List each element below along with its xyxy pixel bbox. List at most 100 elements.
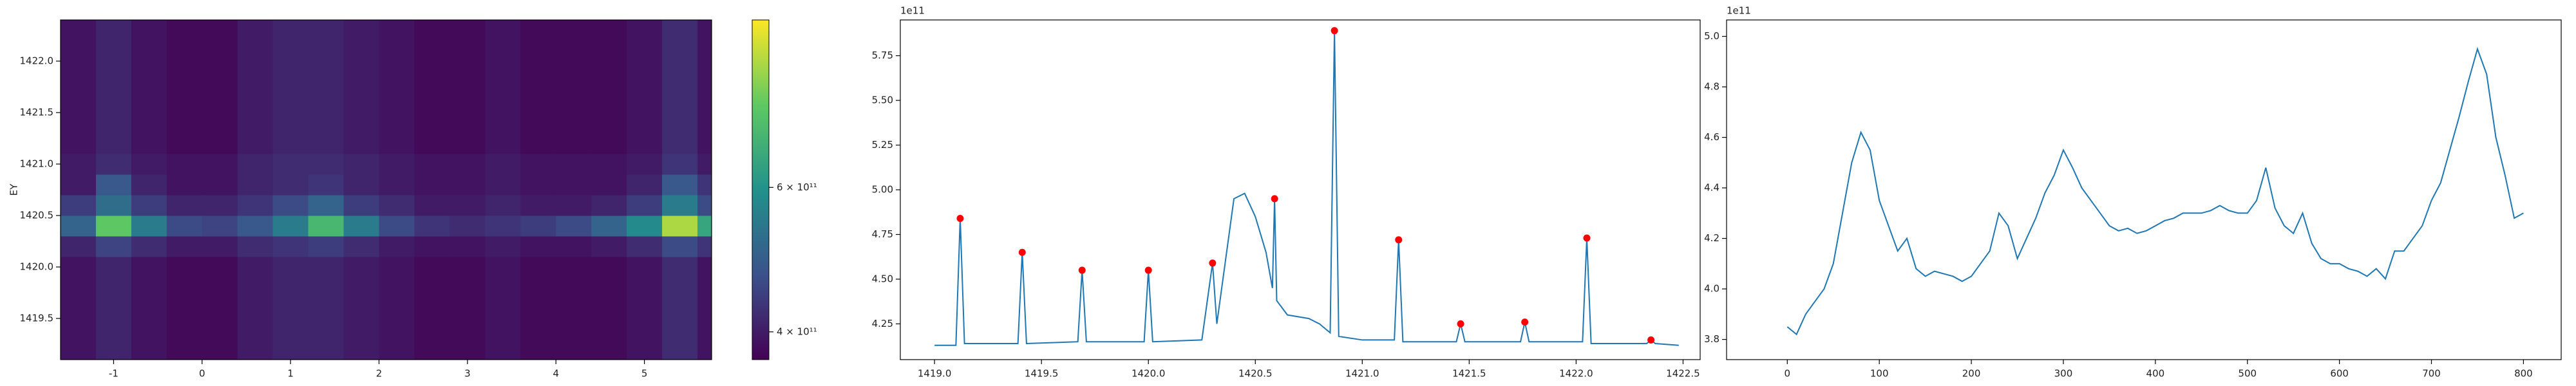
heatmap-cell (308, 133, 345, 154)
heatmap-cell (485, 277, 521, 299)
heatmap-cell (450, 339, 486, 360)
heatmap-cell (520, 236, 556, 257)
heatmap-cell (591, 30, 627, 51)
heatmap-cell (343, 154, 380, 175)
heatmap-cell (237, 51, 274, 72)
heatmap-cell (308, 113, 345, 134)
heatmap-cell (61, 113, 97, 134)
heatmap-cell (272, 30, 309, 51)
heatmap-cell (662, 195, 698, 216)
x-tick-label: -1 (109, 368, 118, 380)
heatmap-cell (131, 298, 167, 319)
peak-marker (1647, 336, 1655, 344)
heatmap-cell (450, 51, 486, 72)
heatmap-cell (485, 71, 521, 93)
heatmap-cell (627, 174, 663, 196)
heatmap-cell (697, 277, 712, 299)
heatmap-cell (450, 30, 486, 51)
heatmap-cell (95, 51, 132, 72)
heatmap-cell (272, 113, 309, 134)
heatmap-cell (662, 71, 698, 93)
heatmap-cell (131, 339, 167, 360)
heatmap-cell (343, 51, 380, 72)
heatmap-cell (272, 216, 309, 237)
heatmap-cell (308, 339, 345, 360)
heatmap-cell (591, 216, 627, 237)
heatmap-cell (627, 113, 663, 134)
heatmap-cell (237, 216, 274, 237)
heatmap-cell (308, 318, 345, 340)
heatmap-cell (272, 277, 309, 299)
heatmap-cell (166, 51, 203, 72)
x-tick-label: 5 (641, 368, 648, 380)
heatmap-cell (308, 92, 345, 113)
heatmap-cell (131, 174, 167, 196)
heatmap-cell (237, 174, 274, 196)
heatmap-cell (414, 195, 450, 216)
heatmap-cell (662, 30, 698, 51)
heatmap-cell (131, 257, 167, 278)
heatmap-cell (414, 71, 450, 93)
heatmap-cell (697, 154, 712, 175)
heatmap-cell (61, 133, 97, 154)
y-tick-label: 1422.0 (20, 55, 54, 67)
heatmap-cell (61, 92, 97, 113)
heatmap-cell (556, 277, 592, 299)
heatmap-cell (485, 154, 521, 175)
heatmap-cell (697, 20, 712, 31)
heatmap-cell (272, 236, 309, 257)
heatmap-cell (591, 298, 627, 319)
heatmap-cell (95, 277, 132, 299)
heatmap-cell (166, 257, 203, 278)
heatmap-cell (131, 92, 167, 113)
heatmap-cell (414, 30, 450, 51)
peak-marker (1583, 234, 1591, 242)
y-tick-label: 5.00 (872, 184, 893, 196)
heatmap-cell (485, 133, 521, 154)
heatmap-cell (166, 298, 203, 319)
heatmap-cell (343, 71, 380, 93)
heatmap-cell (308, 195, 345, 216)
heatmap-cell (202, 20, 238, 31)
heatmap-cell (308, 30, 345, 51)
heatmap-cell (414, 318, 450, 340)
heatmap-cell (379, 133, 415, 154)
heatmap-cell (379, 236, 415, 257)
peak-marker (956, 214, 964, 222)
heatmap-cell (343, 30, 380, 51)
heatmap-cell (520, 298, 556, 319)
heatmap-cell (627, 92, 663, 113)
heatmap-cell (166, 20, 203, 31)
heatmap-cell (520, 216, 556, 237)
heatmap-cell (627, 154, 663, 175)
heatmap-cell (520, 174, 556, 196)
heatmap-cell (662, 339, 698, 360)
heatmap-cell (591, 20, 627, 31)
heatmap-cell (95, 154, 132, 175)
heatmap-cell (662, 113, 698, 134)
heatmap-cell (697, 133, 712, 154)
heatmap-cell (520, 339, 556, 360)
heatmap-cell (379, 30, 415, 51)
y-tick-label: 4.0 (1704, 283, 1719, 295)
peak-marker (1521, 318, 1529, 326)
heatmap-cell (485, 20, 521, 31)
heatmap-cell (379, 113, 415, 134)
heatmap-cell (166, 154, 203, 175)
heatmap-cell (95, 298, 132, 319)
heatmap-cell (450, 257, 486, 278)
heatmap-cell (61, 298, 97, 319)
heatmap-cell (95, 113, 132, 134)
heatmap-cell (61, 339, 97, 360)
heatmap-cell (308, 71, 345, 93)
heatmap-cell (379, 257, 415, 278)
heatmap-cell (166, 71, 203, 93)
heatmap-cell (237, 113, 274, 134)
heatmap-cell (237, 133, 274, 154)
heatmap-cell (237, 30, 274, 51)
heatmap-cell (414, 257, 450, 278)
heatmap-cell (131, 133, 167, 154)
heatmap-cell (697, 113, 712, 134)
heatmap-cell (662, 51, 698, 72)
heatmap-cell (450, 318, 486, 340)
